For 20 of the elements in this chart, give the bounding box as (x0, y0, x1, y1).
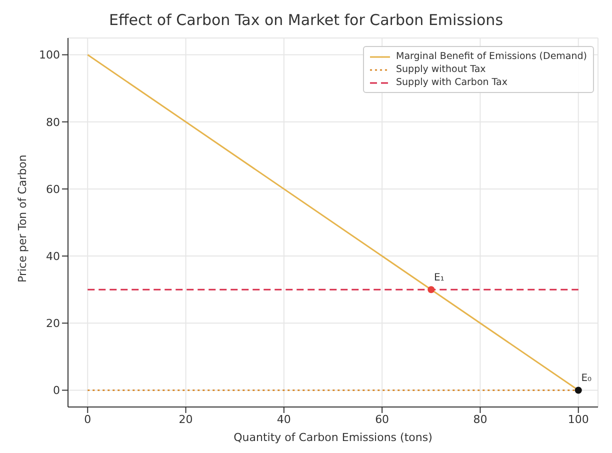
legend-label: Supply without Tax (396, 63, 486, 76)
x-tick-label: 100 (568, 412, 589, 426)
x-axis-title: Quantity of Carbon Emissions (tons) (234, 431, 432, 444)
y-tick-label: 80 (46, 116, 60, 129)
annotation: E₁ (434, 272, 444, 284)
x-tick-label: 40 (276, 412, 291, 426)
annotation: E₀ (581, 373, 592, 384)
x-tick-label: 20 (178, 412, 193, 426)
x-tick-label: 0 (84, 412, 92, 426)
legend-label: Supply with Carbon Tax (396, 76, 508, 89)
y-tick-label: 20 (46, 317, 60, 330)
x-tick-label: 80 (473, 412, 488, 426)
y-tick-label: 40 (46, 250, 60, 263)
y-axis-title: Price per Ton of Carbon (16, 154, 29, 282)
y-tick-label: 60 (46, 182, 60, 196)
y-tick-label: 100 (39, 48, 60, 62)
chart-title: Effect of Carbon Tax on Market for Carbon Emissions (108, 10, 504, 31)
legend-label: Marginal Benefit of Emissions (Demand) (396, 50, 587, 63)
y-tick-label: 0 (53, 384, 60, 398)
x-tick-label: 60 (375, 412, 390, 426)
